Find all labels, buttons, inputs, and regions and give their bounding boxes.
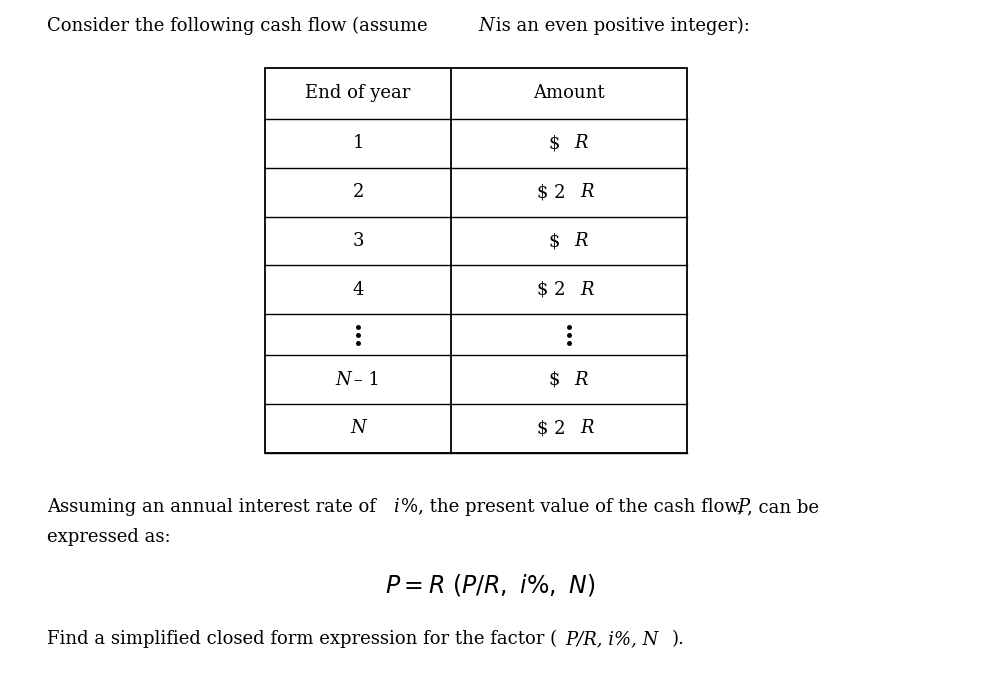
Text: , can be: , can be (747, 498, 819, 516)
Text: Assuming an annual interest rate of: Assuming an annual interest rate of (47, 498, 382, 516)
Text: 4: 4 (352, 281, 364, 299)
Text: 3: 3 (352, 232, 364, 250)
Text: End of year: End of year (305, 84, 411, 103)
Text: Find a simplified closed form expression for the factor (: Find a simplified closed form expression… (47, 630, 557, 648)
Text: 2: 2 (352, 183, 364, 201)
Text: R: R (574, 232, 588, 250)
Text: P/R, i%, N: P/R, i%, N (565, 630, 658, 648)
Text: $: $ (548, 232, 566, 250)
Text: $: $ (548, 371, 566, 388)
Text: $P = R\ (P/R,\ i\%,\ N)$: $P = R\ (P/R,\ i\%,\ N)$ (386, 572, 595, 598)
Text: R: R (574, 371, 588, 388)
Text: $: $ (548, 134, 566, 152)
Text: Consider the following cash flow (assume: Consider the following cash flow (assume (47, 17, 434, 35)
Text: Amount: Amount (533, 84, 605, 103)
Text: – 1: – 1 (348, 371, 380, 388)
Text: expressed as:: expressed as: (47, 528, 171, 546)
Text: N: N (478, 17, 493, 35)
Text: $ 2: $ 2 (537, 183, 566, 201)
Text: %, the present value of the cash flow,: %, the present value of the cash flow, (401, 498, 749, 516)
Text: N: N (336, 371, 351, 388)
Text: R: R (580, 281, 594, 299)
Text: $ 2: $ 2 (537, 420, 566, 437)
Text: i: i (393, 498, 398, 516)
Text: N: N (350, 420, 366, 437)
Text: R: R (580, 183, 594, 201)
Text: R: R (580, 420, 594, 437)
Text: R: R (574, 134, 588, 152)
Text: $ 2: $ 2 (537, 281, 566, 299)
Text: ).: ). (672, 630, 685, 648)
Text: 1: 1 (352, 134, 364, 152)
Text: is an even positive integer):: is an even positive integer): (490, 17, 749, 35)
Text: P: P (737, 498, 749, 516)
